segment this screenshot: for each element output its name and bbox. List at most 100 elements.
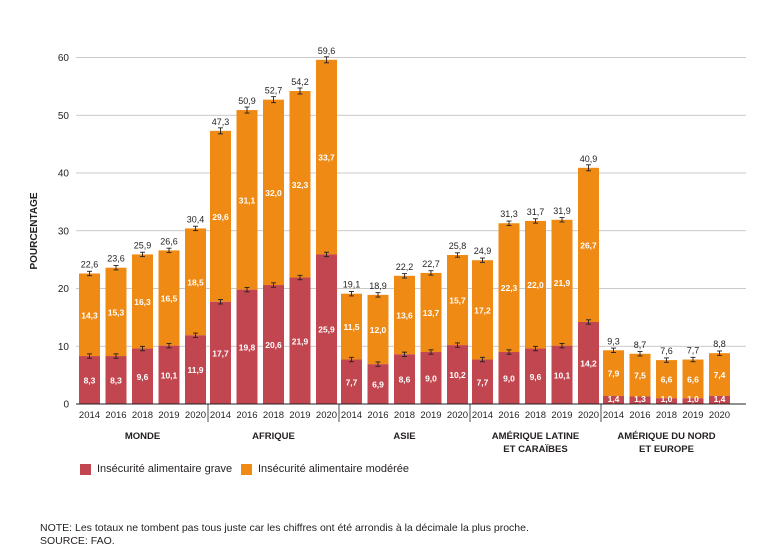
bar-moderee [341,293,362,360]
y-tick-label: 0 [63,400,69,411]
data-label-grave: 8,6 [399,375,411,385]
group-label: AMÉRIQUE DU NORD [617,431,715,442]
bar-grave [367,364,389,404]
legend-swatch-grave [80,463,91,475]
data-label-total: 7,6 [660,346,673,356]
group-label: ET EUROPE [639,444,694,455]
group-label: MONDE [125,431,160,442]
y-tick-label: 20 [58,284,70,295]
legend-label-grave: Insécurité alimentaire grave [97,463,233,475]
bar-grave [578,321,599,404]
bar-moderee [629,353,651,397]
y-tick-label: 10 [58,342,70,353]
data-label-total: 52,7 [265,86,283,96]
data-label-grave: 9,6 [530,372,542,382]
y-tick-label: 40 [58,169,70,180]
data-label-moderee: 6,6 [661,375,673,385]
data-label-grave: 19,8 [239,342,256,352]
data-label-moderee: 32,3 [292,180,309,190]
data-label-total: 7,7 [687,346,700,356]
x-tick-label: 2018 [525,410,546,421]
data-label-total: 25,9 [134,240,152,250]
data-label-grave: 9,0 [503,374,515,384]
bar-moderee [578,167,599,322]
bar-grave [236,289,258,404]
data-label-grave: 11,9 [187,365,203,375]
bar-moderee [316,59,337,255]
data-label-moderee: 33,7 [318,153,335,163]
data-label-total: 26,6 [160,236,178,246]
bar-grave [289,277,311,404]
bar-moderee [210,130,231,302]
x-tick-label: 2016 [367,410,388,421]
x-tick-label: 2020 [709,410,730,421]
data-label-total: 22,2 [396,262,414,272]
data-label-total: 25,8 [449,241,467,251]
data-label-moderee: 13,7 [423,308,440,318]
data-label-moderee: 14,3 [81,310,98,320]
bar-moderee [132,254,153,349]
data-label-moderee: 15,3 [108,307,125,317]
bar-grave [420,352,442,404]
x-tick-label: 2019 [551,410,572,421]
y-tick-label: 30 [58,226,70,237]
bar-grave [709,395,730,404]
data-label-grave: 7,7 [477,377,489,387]
bar-moderee [447,255,468,346]
x-tick-label: 2016 [236,410,257,421]
data-label-total: 8,8 [713,339,726,349]
bar-grave [158,345,180,404]
x-tick-label: 2018 [656,410,677,421]
bar-grave [210,301,231,404]
bar-moderee [420,272,442,353]
data-label-total: 47,3 [212,117,230,127]
y-tick-label: 50 [58,111,70,122]
bar-grave [132,348,153,404]
legend-item-moderee: Insécurité alimentaire modérée [241,463,409,475]
data-label-grave: 20,6 [265,340,282,350]
data-label-grave: 6,9 [372,380,384,390]
bar-moderee [498,223,520,353]
x-tick-label: 2020 [185,410,206,421]
bar-grave [551,345,573,404]
data-label-grave: 1,4 [608,394,620,404]
bar-grave [79,356,100,404]
data-label-grave: 9,6 [137,372,149,382]
data-label-moderee: 22,0 [527,280,544,290]
x-tick-label: 2019 [682,410,703,421]
data-label-total: 22,7 [422,259,440,269]
bar-moderee [472,260,493,360]
y-tick-label: 60 [58,53,70,64]
data-label-grave: 1,4 [714,394,726,404]
data-label-moderee: 7,4 [714,370,726,380]
data-label-grave: 10,2 [449,370,466,380]
legend-label-moderee: Insécurité alimentaire modérée [258,463,410,475]
group-label: AFRIQUE [252,431,295,442]
data-label-moderee: 11,5 [343,322,359,332]
data-label-grave: 10,1 [554,370,571,380]
data-label-grave: 17,7 [212,348,229,358]
data-label-grave: 8,3 [84,376,96,386]
data-label-moderee: 17,2 [474,305,491,315]
data-label-grave: 8,3 [110,376,122,386]
data-label-total: 50,9 [238,96,256,106]
data-label-total: 19,1 [343,280,361,290]
bar-grave [447,345,468,404]
data-label-total: 30,4 [187,214,205,224]
bar-moderee [656,360,677,399]
bar-grave [656,398,677,404]
data-label-total: 59,6 [318,46,336,56]
group-label: AMÉRIQUE LATINE [492,431,579,442]
data-label-moderee: 7,5 [634,371,646,381]
data-label-grave: 9,0 [425,374,437,384]
bar-grave [394,354,415,404]
data-label-total: 54,2 [291,77,309,87]
bar-grave [682,398,704,404]
data-label-grave: 10,1 [161,370,178,380]
data-label-grave: 21,9 [292,336,309,346]
bar-moderee [185,228,206,336]
bar-moderee [79,273,100,357]
data-label-moderee: 7,9 [608,369,620,379]
group-label: ET CARAÏBES [503,444,567,455]
chart-source: SOURCE: FAO. [40,535,115,547]
